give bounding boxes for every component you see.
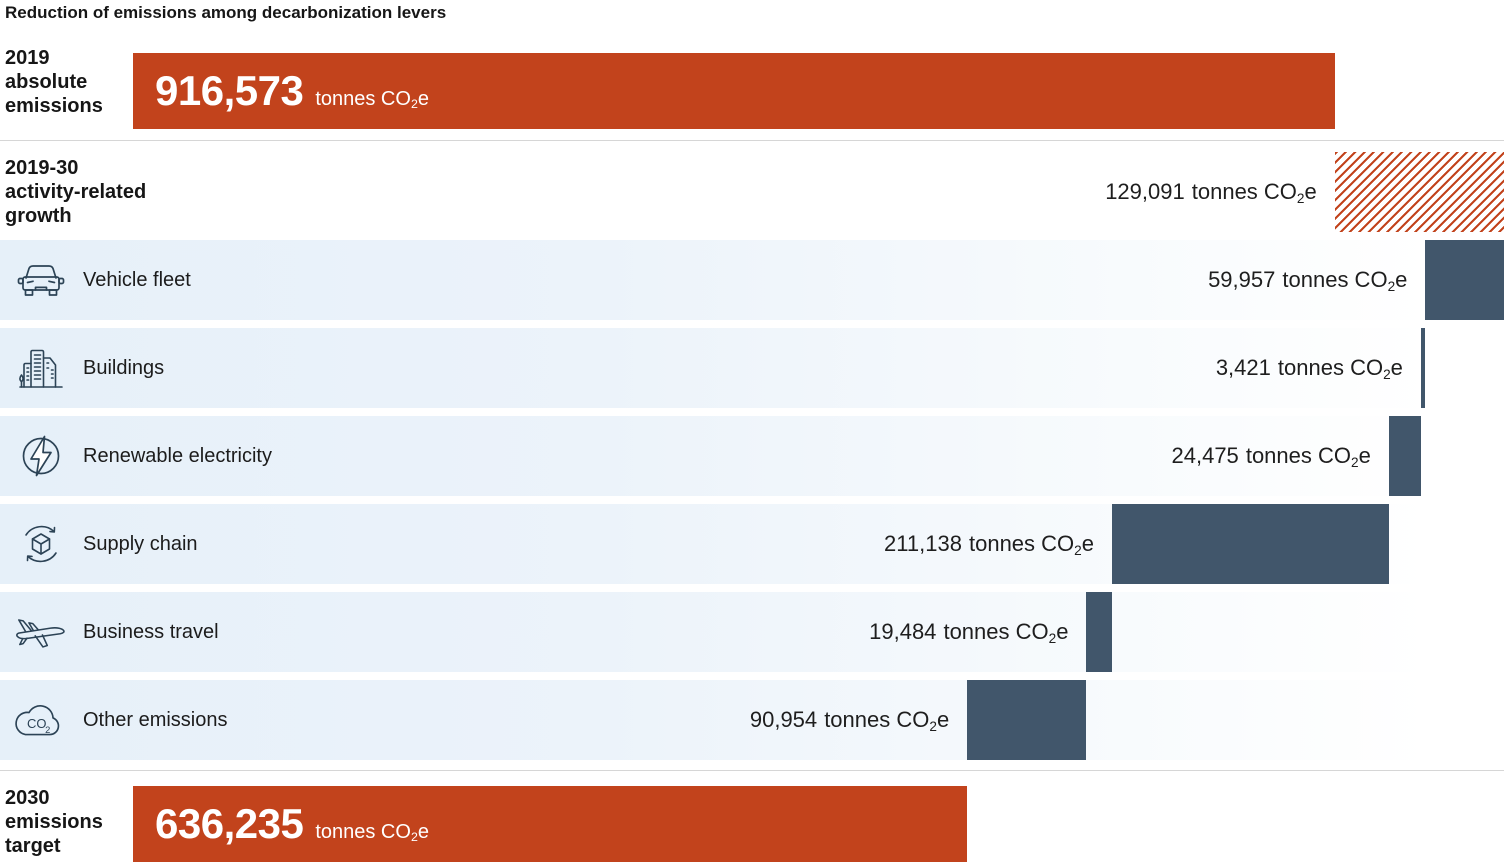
target-row-label: 2030 emissions target	[5, 787, 103, 857]
lever-row-supply-chain: Supply chain 211,138 tonnes CO2e	[0, 504, 1504, 584]
growth-row-label: 2019-30 activity-related growth	[5, 157, 147, 227]
lever-label: Buildings	[83, 356, 165, 379]
cube-cycle-icon	[14, 504, 68, 584]
lever-bar	[1425, 240, 1504, 320]
lever-value: 19,484 tonnes CO2e	[869, 619, 1069, 646]
buildings-icon	[14, 328, 68, 408]
car-icon	[14, 240, 68, 320]
lever-value: 24,475 tonnes CO2e	[1171, 443, 1371, 470]
chart-title: Reduction of emissions among decarboniza…	[5, 3, 447, 22]
lever-value: 211,138 tonnes CO2e	[884, 531, 1094, 558]
lightning-icon	[14, 416, 68, 496]
lever-bar	[967, 680, 1087, 760]
unit-label: tonnes CO2e	[315, 821, 429, 845]
co2-cloud-icon: CO 2	[14, 680, 68, 760]
lever-label: Other emissions	[83, 708, 228, 731]
target-emissions-bar: 636,235 tonnes CO2e	[133, 786, 968, 862]
svg-text:2: 2	[45, 725, 50, 735]
unit-label: tonnes CO2e	[968, 531, 1094, 558]
unit-label: tonnes CO2e	[1191, 179, 1317, 206]
unit-label: tonnes CO2e	[1282, 267, 1408, 294]
unit-label: tonnes CO2e	[1277, 355, 1403, 382]
lever-label: Renewable electricity	[83, 444, 272, 467]
lever-row-vehicle-fleet: Vehicle fleet 59,957 tonnes CO2e	[0, 240, 1504, 320]
unit-label: tonnes CO2e	[1245, 443, 1371, 470]
lever-value: 59,957 tonnes CO2e	[1208, 267, 1408, 294]
lever-label: Vehicle fleet	[83, 268, 191, 291]
lever-bar	[1420, 328, 1426, 408]
lever-bar	[1111, 504, 1389, 584]
airplane-icon	[14, 592, 68, 672]
growth-row: 129,091 tonnes CO2e	[0, 152, 1504, 232]
unit-label: tonnes CO2e	[943, 619, 1069, 646]
unit-label: tonnes CO2e	[824, 707, 950, 734]
start-emissions-bar: 916,573 tonnes CO2e	[133, 53, 1335, 129]
svg-text:CO: CO	[27, 716, 46, 731]
lever-label: Supply chain	[83, 532, 198, 555]
lever-label: Business travel	[83, 620, 219, 643]
start-emissions-value: 916,573 tonnes CO2e	[155, 67, 429, 114]
lever-row-buildings: Buildings 3,421 tonnes CO2e	[0, 328, 1504, 408]
divider-top	[0, 140, 1504, 141]
unit-label: tonnes CO2e	[315, 88, 429, 112]
lever-row-business-travel: Business travel 19,484 tonnes CO2e	[0, 592, 1504, 672]
lever-row-other-emissions: CO 2 Other emissions 90,954 tonnes CO2e	[0, 680, 1504, 760]
divider-bottom	[0, 770, 1504, 771]
target-emissions-value: 636,235 tonnes CO2e	[155, 800, 429, 847]
lever-row-renewable-electricity: Renewable electricity 24,475 tonnes CO2e	[0, 416, 1504, 496]
growth-hatched-bar	[1334, 152, 1504, 232]
lever-value: 90,954 tonnes CO2e	[749, 707, 950, 734]
lever-bar	[1086, 592, 1112, 672]
start-row-label: 2019 absolute emissions	[5, 47, 103, 117]
lever-bar	[1388, 416, 1421, 496]
growth-value: 129,091 tonnes CO2e	[1105, 179, 1317, 206]
lever-value: 3,421 tonnes CO2e	[1215, 355, 1403, 382]
